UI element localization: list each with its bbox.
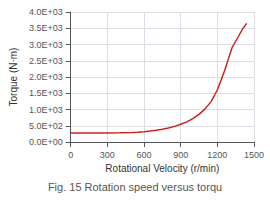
svg-text:1.5E+03: 1.5E+03 — [29, 88, 63, 98]
svg-text:0.0E+00: 0.0E+00 — [29, 137, 63, 147]
svg-text:2.5E+03: 2.5E+03 — [29, 56, 63, 66]
svg-text:0: 0 — [68, 150, 73, 160]
svg-text:3.5E+03: 3.5E+03 — [29, 23, 63, 33]
svg-text:1500: 1500 — [244, 150, 264, 160]
svg-text:Fig. 15 Rotation speed versus: Fig. 15 Rotation speed versus torqu — [48, 181, 222, 193]
svg-text:900: 900 — [173, 150, 188, 160]
svg-text:1200: 1200 — [207, 150, 227, 160]
svg-text:300: 300 — [100, 150, 115, 160]
svg-text:600: 600 — [136, 150, 151, 160]
svg-text:1.0E+03: 1.0E+03 — [29, 105, 63, 115]
svg-text:3.0E+03: 3.0E+03 — [29, 40, 63, 50]
svg-text:Torque (N·m): Torque (N·m) — [8, 48, 19, 107]
svg-text:2.0E+03: 2.0E+03 — [29, 72, 63, 82]
svg-text:Rotational Velocity (r/min): Rotational Velocity (r/min) — [105, 163, 219, 174]
svg-text:4.0E+03: 4.0E+03 — [29, 7, 63, 17]
svg-text:5.0E+02: 5.0E+02 — [29, 121, 63, 131]
